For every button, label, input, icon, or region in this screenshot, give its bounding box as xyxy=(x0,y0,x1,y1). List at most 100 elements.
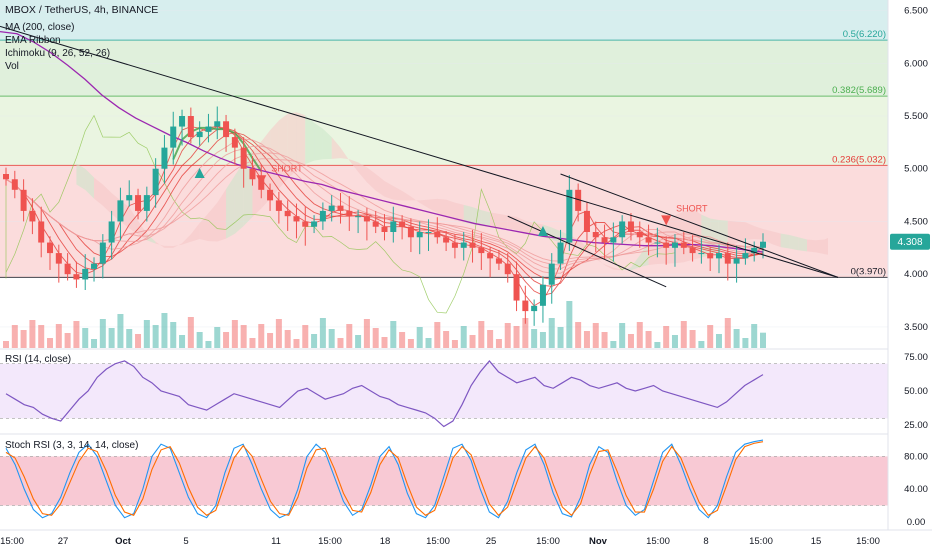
candle-body[interactable] xyxy=(29,210,36,222)
candle-body[interactable] xyxy=(390,221,397,232)
candle-body[interactable] xyxy=(170,126,177,148)
candle-body[interactable] xyxy=(3,174,9,180)
candle-body[interactable] xyxy=(355,216,362,218)
rsi-title[interactable]: RSI (14, close) xyxy=(5,354,72,365)
candle-body[interactable] xyxy=(557,242,564,264)
candle-body[interactable] xyxy=(425,232,432,233)
candle-body[interactable] xyxy=(267,189,274,201)
buy-signal-icon[interactable] xyxy=(537,226,548,236)
candle-body[interactable] xyxy=(601,237,608,243)
candle-body[interactable] xyxy=(416,232,423,238)
candle-body[interactable] xyxy=(434,232,441,238)
candle-body[interactable] xyxy=(610,237,617,243)
candle-body[interactable] xyxy=(328,205,335,211)
candle-body[interactable] xyxy=(381,226,388,232)
stoch-rsi-pane[interactable] xyxy=(0,433,888,519)
candle-body[interactable] xyxy=(223,121,230,138)
trendline[interactable] xyxy=(560,173,839,278)
candle-body[interactable] xyxy=(575,189,582,211)
candle-body[interactable] xyxy=(548,263,555,285)
candle-body[interactable] xyxy=(715,253,722,259)
ema-ribbon-line[interactable] xyxy=(5,158,764,262)
ma200-line[interactable] xyxy=(0,30,764,253)
stoch-d-line[interactable] xyxy=(5,441,764,517)
candle-body[interactable] xyxy=(47,242,54,254)
candle-body[interactable] xyxy=(64,263,71,275)
candle-body[interactable] xyxy=(284,210,291,217)
indicator-ma200-label[interactable]: MA (200, close) xyxy=(5,22,75,33)
candle-body[interactable] xyxy=(240,147,247,169)
trendline[interactable] xyxy=(507,215,667,288)
candle-body[interactable] xyxy=(55,253,62,264)
candle-body[interactable] xyxy=(214,121,221,127)
candle-body[interactable] xyxy=(522,300,529,312)
last-price-tag[interactable] xyxy=(890,233,930,250)
indicator-volume-label[interactable]: Vol xyxy=(5,61,19,72)
candle-body[interactable] xyxy=(443,237,450,243)
candle-body[interactable] xyxy=(302,221,309,227)
candle-body[interactable] xyxy=(311,221,318,227)
candle-body[interactable] xyxy=(143,195,150,211)
candle-body[interactable] xyxy=(504,263,511,275)
candle-body[interactable] xyxy=(663,242,670,248)
candle-body[interactable] xyxy=(487,253,494,259)
candle-body[interactable] xyxy=(231,137,238,148)
candle-body[interactable] xyxy=(38,221,45,243)
stoch-rsi-title[interactable]: Stoch RSI (3, 3, 14, 14, close) xyxy=(5,440,139,451)
candle-body[interactable] xyxy=(117,200,124,222)
candle-body[interactable] xyxy=(293,216,300,222)
candle-body[interactable] xyxy=(654,242,661,244)
sell-signal-icon[interactable] xyxy=(256,175,267,186)
candle-body[interactable] xyxy=(82,268,89,280)
candle-body[interactable] xyxy=(73,274,80,280)
candle-body[interactable] xyxy=(205,126,212,132)
candle-body[interactable] xyxy=(733,258,740,264)
candle-body[interactable] xyxy=(698,253,705,255)
candle-body[interactable] xyxy=(724,253,731,264)
candle-body[interactable] xyxy=(363,216,370,222)
candle-body[interactable] xyxy=(196,131,203,138)
indicator-ema-ribbon-label[interactable]: EMA Ribbon xyxy=(5,35,61,46)
candle-body[interactable] xyxy=(592,232,599,238)
candle-body[interactable] xyxy=(11,179,18,190)
candle-body[interactable] xyxy=(372,221,379,227)
candle-body[interactable] xyxy=(671,242,678,248)
candle-body[interactable] xyxy=(619,221,626,238)
candle-body[interactable] xyxy=(337,205,344,211)
candle-body[interactable] xyxy=(689,247,696,254)
candle-body[interactable] xyxy=(760,241,766,248)
candle-body[interactable] xyxy=(249,168,256,180)
sell-signal-icon[interactable] xyxy=(661,215,672,226)
candle-body[interactable] xyxy=(478,247,485,254)
candle-body[interactable] xyxy=(20,189,27,211)
rsi-line[interactable] xyxy=(5,359,764,428)
price-pane[interactable]: 0.5(6.220) 0.382(5.689) 0.236(5.032) 0(3.97… xyxy=(0,0,888,348)
candle-body[interactable] xyxy=(346,210,353,217)
candle-body[interactable] xyxy=(495,258,502,264)
ichimoku-lagging-span[interactable] xyxy=(5,114,676,314)
rsi-pane[interactable] xyxy=(0,348,888,428)
trendline[interactable] xyxy=(0,25,839,278)
candle-body[interactable] xyxy=(742,253,749,259)
candle-body[interactable] xyxy=(99,242,106,264)
candle-body[interactable] xyxy=(566,189,573,243)
candle-body[interactable] xyxy=(680,242,687,248)
candle-body[interactable] xyxy=(645,237,652,243)
candle-body[interactable] xyxy=(627,221,634,232)
candle-body[interactable] xyxy=(135,195,142,211)
candle-body[interactable] xyxy=(108,221,115,243)
candle-body[interactable] xyxy=(636,232,643,238)
candle-body[interactable] xyxy=(187,116,194,138)
symbol-title[interactable]: MBOX / TetherUS, 4h, BINANCE xyxy=(5,4,159,16)
candle-body[interactable] xyxy=(513,274,520,301)
candle-body[interactable] xyxy=(469,242,476,248)
candle-body[interactable] xyxy=(319,210,326,222)
candle-body[interactable] xyxy=(399,221,406,227)
candle-body[interactable] xyxy=(161,147,168,169)
candle-body[interactable] xyxy=(152,168,159,196)
candle-body[interactable] xyxy=(179,116,186,127)
indicator-ichimoku-label[interactable]: Ichimoku (9, 26, 52, 26) xyxy=(5,48,111,59)
buy-signal-icon[interactable] xyxy=(194,168,205,178)
candle-body[interactable] xyxy=(583,210,590,232)
